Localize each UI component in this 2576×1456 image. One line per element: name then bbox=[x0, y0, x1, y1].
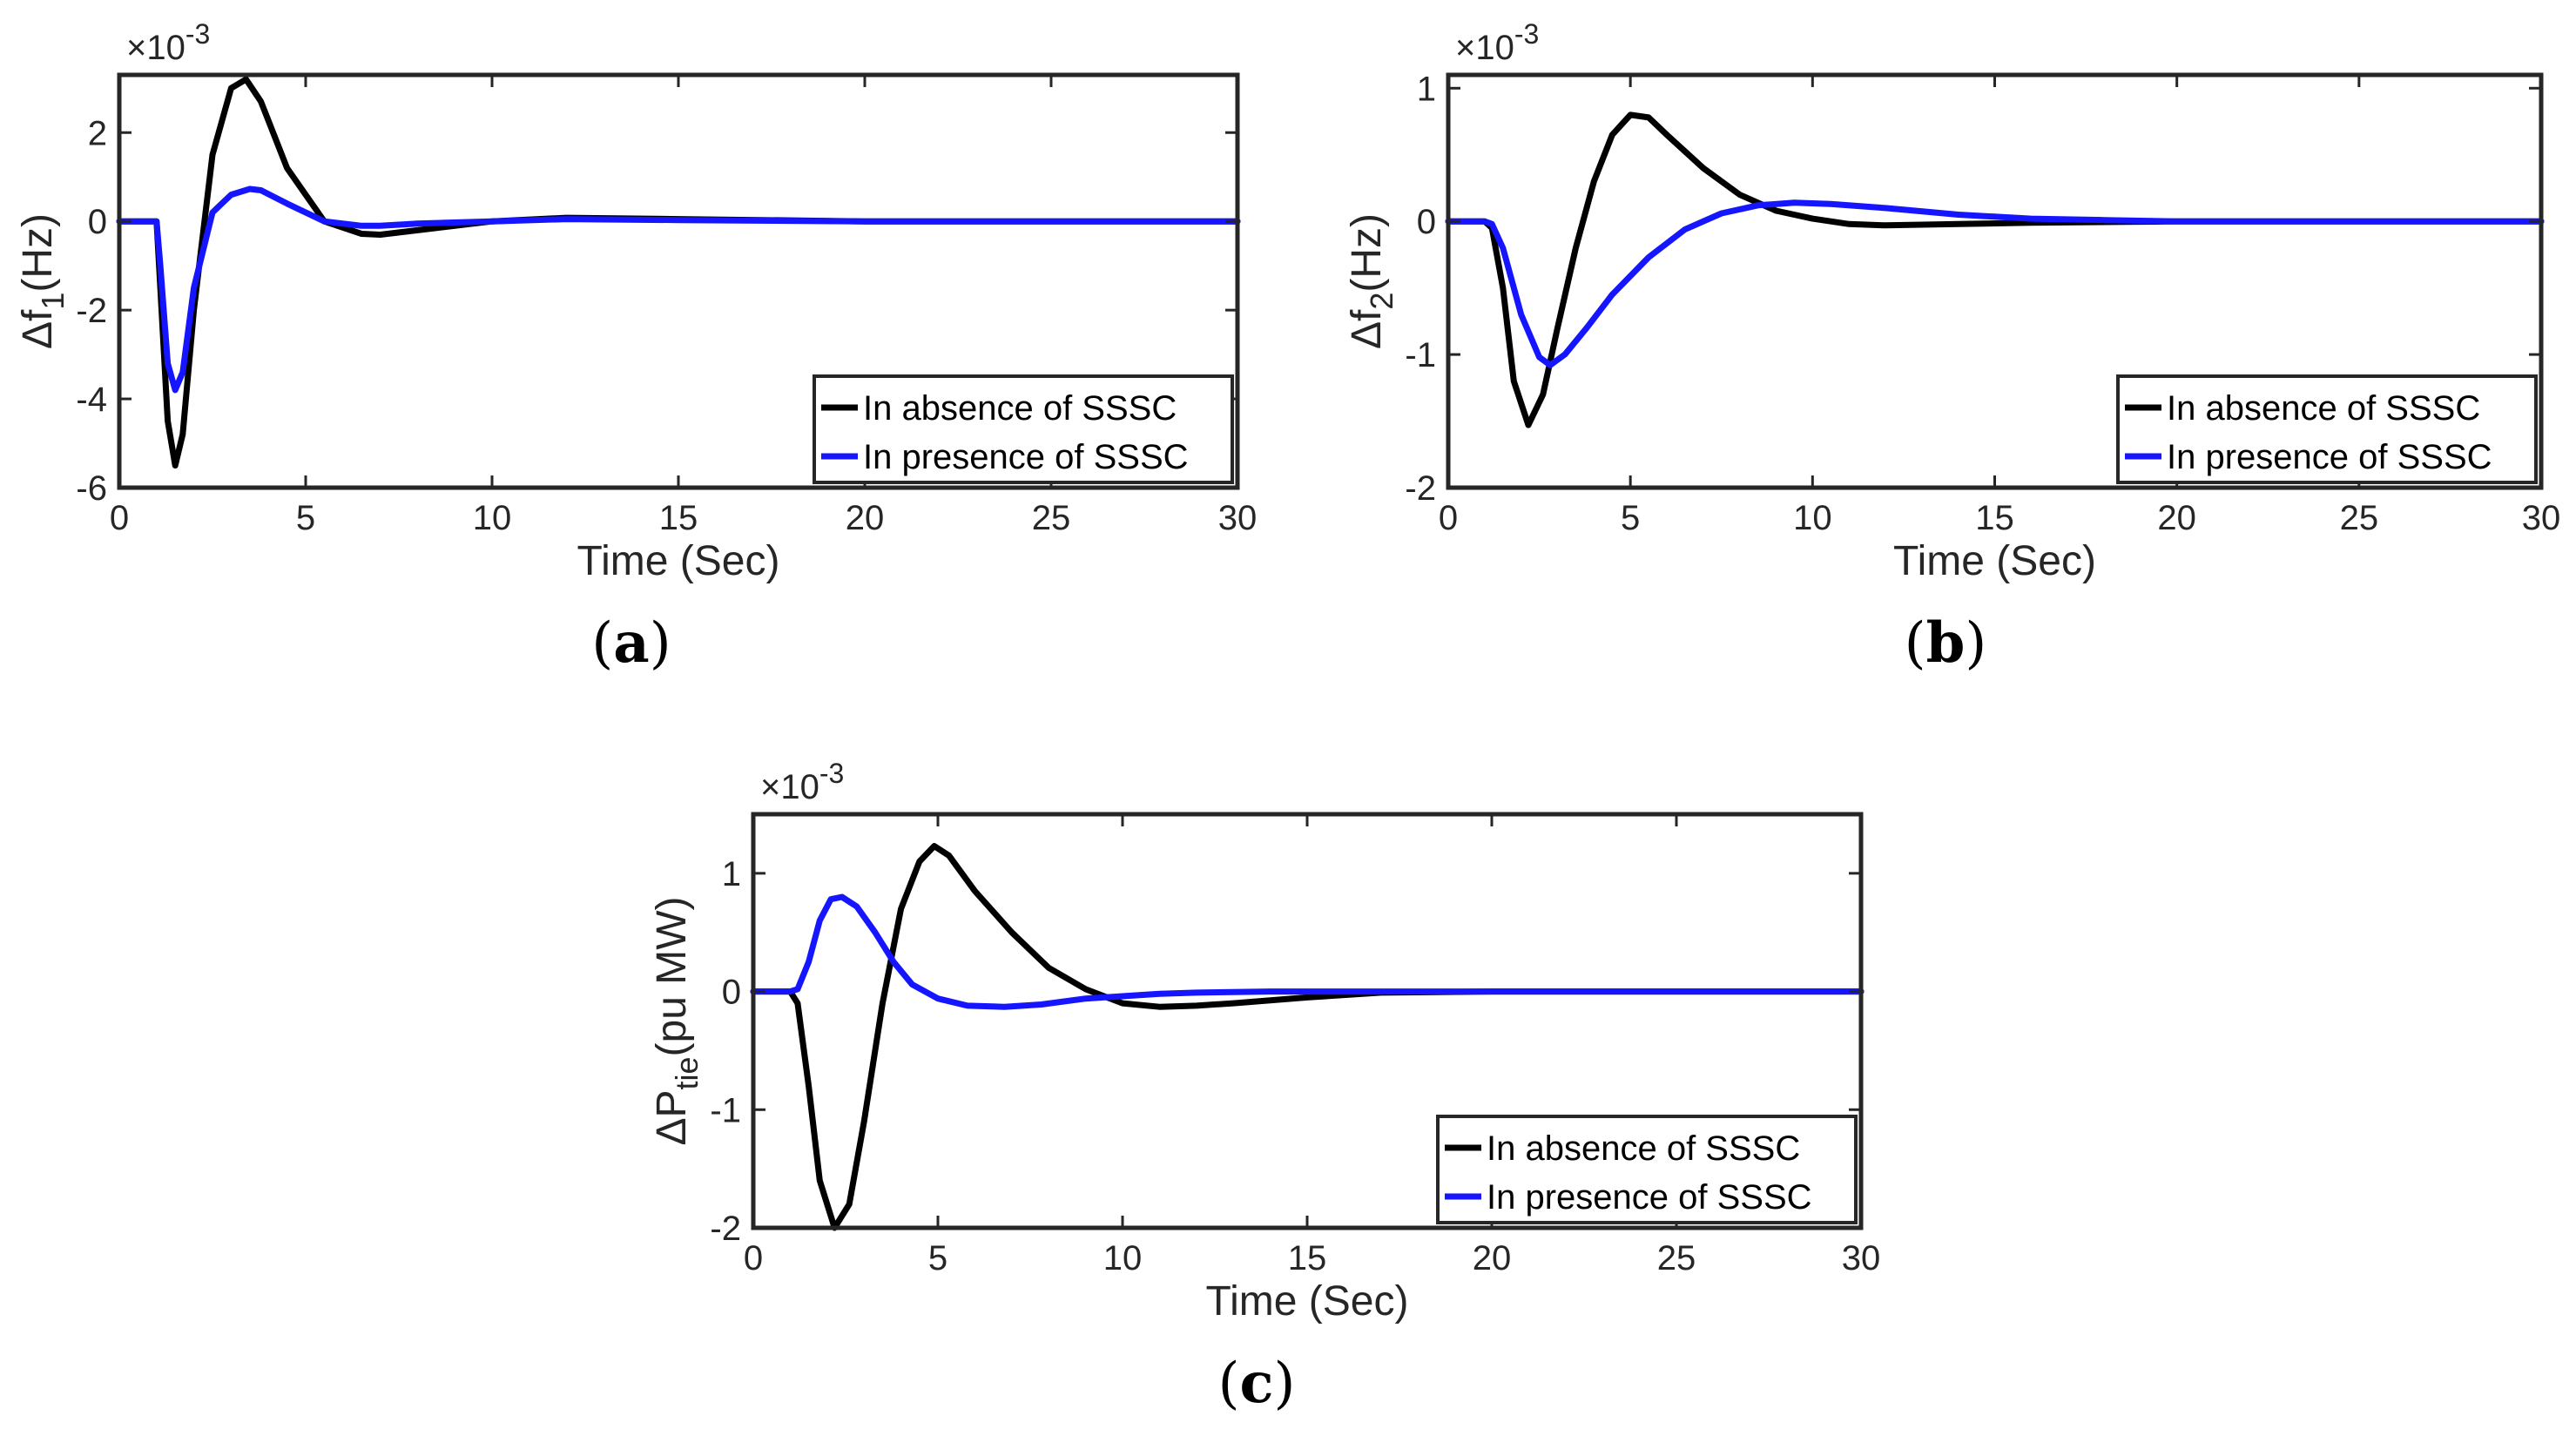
legend-label: In presence of SSSC bbox=[1487, 1178, 1812, 1217]
y-label-base: Δf bbox=[15, 309, 61, 349]
y-tick-label: -2 bbox=[1405, 469, 1436, 508]
caption-paren-open: ( bbox=[1218, 1352, 1240, 1416]
legend-label: In presence of SSSC bbox=[863, 438, 1189, 476]
legend: In absence of SSSC In presence of SSSC bbox=[813, 374, 1234, 484]
exponent-label: ×10-3 bbox=[126, 18, 210, 67]
legend: In absence of SSSC In presence of SSSC bbox=[2116, 374, 2538, 484]
y-tick-label: 0 bbox=[722, 974, 741, 1012]
series-line-presence bbox=[750, 893, 1865, 1010]
y-axis-label: Δf1(Hz) bbox=[15, 213, 71, 349]
x-tick-label: 5 bbox=[928, 1239, 947, 1277]
legend-label: In absence of SSSC bbox=[1487, 1129, 1800, 1168]
x-tick-label: 30 bbox=[1842, 1239, 1881, 1277]
panel-caption: (b) bbox=[1905, 610, 1987, 676]
x-axis-label: Time (Sec) bbox=[577, 538, 780, 584]
exponent-base: ×10 bbox=[1455, 29, 1514, 67]
exponent-power: -3 bbox=[819, 758, 844, 789]
exponent-label: ×10-3 bbox=[760, 758, 844, 806]
legend-label: In presence of SSSC bbox=[2167, 438, 2492, 476]
legend: In absence of SSSC In presence of SSSC bbox=[1436, 1115, 1858, 1224]
x-tick-label: 10 bbox=[473, 499, 512, 537]
y-label-subscript: 1 bbox=[35, 293, 71, 310]
x-tick-label: 0 bbox=[744, 1239, 763, 1277]
x-tick-label: 25 bbox=[1657, 1239, 1696, 1277]
panel-caption: (a) bbox=[591, 610, 671, 676]
x-tick-label: 5 bbox=[296, 499, 315, 537]
caption-paren-open: ( bbox=[591, 611, 613, 676]
chart-c: 0 5 10 15 20 25 30 -2 -1 0 1 ×10-3 Time (Sec) ΔPtie(p… bbox=[649, 758, 1880, 1416]
exponent-base: ×10 bbox=[760, 768, 819, 806]
x-tick-label: 0 bbox=[1439, 499, 1458, 537]
y-tick-label: -6 bbox=[76, 469, 107, 508]
y-label-unit: (Hz) bbox=[1344, 213, 1390, 293]
y-axis-label: Δf2(Hz) bbox=[1344, 213, 1399, 349]
y-tick-label: 1 bbox=[722, 855, 741, 893]
x-tick-label: 20 bbox=[846, 499, 885, 537]
y-tick-label: 2 bbox=[88, 114, 107, 152]
caption-paren-close: ) bbox=[650, 611, 671, 676]
y-tick-label: -1 bbox=[1405, 336, 1436, 374]
caption-paren-close: ) bbox=[1965, 611, 1986, 676]
series-line-absence bbox=[1445, 111, 2545, 428]
series-line-presence bbox=[1445, 199, 2545, 368]
x-tick-label: 10 bbox=[1793, 499, 1832, 537]
exponent-power: -3 bbox=[185, 18, 210, 50]
y-tick-label: 1 bbox=[1417, 70, 1436, 108]
x-tick-label: 20 bbox=[2157, 499, 2196, 537]
exponent-power: -3 bbox=[1514, 18, 1539, 50]
y-label-unit: (Hz) bbox=[15, 213, 61, 293]
legend-box bbox=[813, 374, 1234, 484]
legend-label: In absence of SSSC bbox=[863, 389, 1177, 428]
caption-letter: b bbox=[1926, 610, 1966, 676]
x-tick-label: 10 bbox=[1103, 1239, 1143, 1277]
y-tick-label: -4 bbox=[76, 381, 107, 419]
legend-label: In absence of SSSC bbox=[2167, 389, 2480, 428]
y-label-unit: (pu MW) bbox=[649, 896, 695, 1056]
chart-b: 0 5 10 15 20 25 30 -2 -1 0 1 ×10-3 Time (Sec) Δf2(Hz)… bbox=[1344, 18, 2560, 676]
series-line-presence bbox=[116, 185, 1241, 394]
exponent-base: ×10 bbox=[126, 29, 185, 67]
y-tick-label: -1 bbox=[710, 1091, 741, 1129]
y-tick-label: -2 bbox=[76, 292, 107, 330]
legend-box bbox=[2116, 374, 2538, 484]
caption-letter: a bbox=[613, 610, 649, 676]
x-axis-label: Time (Sec) bbox=[1206, 1278, 1409, 1325]
x-tick-label: 25 bbox=[1032, 499, 1071, 537]
caption-paren-open: ( bbox=[1905, 611, 1926, 676]
x-tick-label: 5 bbox=[1621, 499, 1640, 537]
x-tick-label: 15 bbox=[659, 499, 698, 537]
legend-box bbox=[1436, 1115, 1858, 1224]
y-tick-label: -2 bbox=[710, 1210, 741, 1248]
panel-caption: (c) bbox=[1218, 1351, 1296, 1416]
caption-paren-close: ) bbox=[1273, 1352, 1295, 1416]
y-axis-label: ΔPtie(pu MW) bbox=[649, 896, 705, 1145]
series-line-absence bbox=[750, 843, 1865, 1231]
x-tick-label: 15 bbox=[1975, 499, 2014, 537]
y-label-subscript: 2 bbox=[1364, 293, 1399, 310]
x-tick-label: 25 bbox=[2340, 499, 2379, 537]
y-label-base: ΔP bbox=[649, 1089, 695, 1145]
x-tick-label: 30 bbox=[2522, 499, 2561, 537]
y-tick-label: 0 bbox=[1417, 203, 1436, 241]
y-label-subscript: tie bbox=[669, 1056, 705, 1089]
x-axis-label: Time (Sec) bbox=[1893, 538, 2096, 584]
x-tick-label: 20 bbox=[1473, 1239, 1512, 1277]
exponent-label: ×10-3 bbox=[1455, 18, 1539, 67]
y-label-base: Δf bbox=[1344, 309, 1390, 349]
caption-letter: c bbox=[1240, 1351, 1274, 1416]
x-tick-label: 15 bbox=[1288, 1239, 1327, 1277]
x-tick-label: 0 bbox=[110, 499, 129, 537]
chart-a: 0 5 10 15 20 25 30 -6 -4 -2 0 2 ×10-3 Time (Sec) Δf1(H… bbox=[15, 18, 1257, 676]
y-tick-label: 0 bbox=[88, 203, 107, 241]
x-tick-label: 30 bbox=[1218, 499, 1258, 537]
